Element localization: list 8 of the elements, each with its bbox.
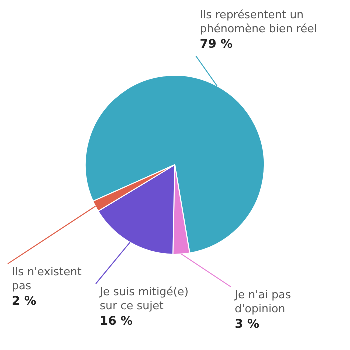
data-label: 2 % [12, 294, 37, 308]
data-label: 3 % [235, 317, 260, 332]
slice-label: Je n'ai pas d'opinion [234, 288, 292, 316]
data-label: 16 % [100, 314, 133, 328]
data-label: 79 % [200, 37, 233, 52]
slice-label: Je suis mitigé(e) sur ce sujet [99, 285, 189, 312]
slice-label: Ils n'existent pas [12, 265, 82, 292]
slice-label: Ils représentent un phénomène bien réel [200, 8, 318, 36]
